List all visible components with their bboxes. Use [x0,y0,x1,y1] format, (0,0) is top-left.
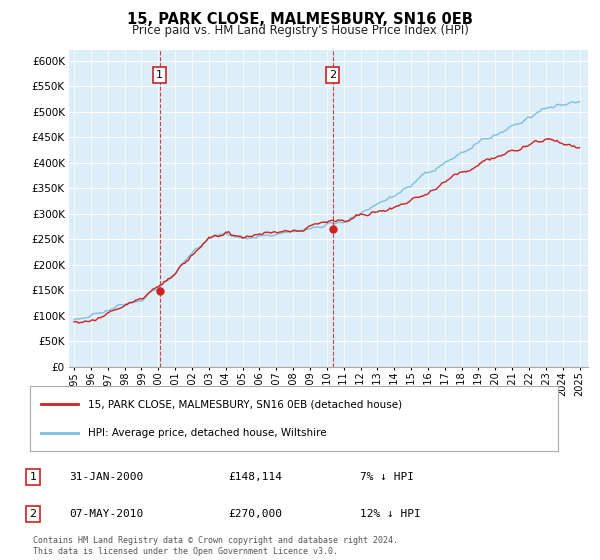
Text: £270,000: £270,000 [228,509,282,519]
Text: 2: 2 [329,70,336,80]
Text: 12% ↓ HPI: 12% ↓ HPI [360,509,421,519]
Text: 31-JAN-2000: 31-JAN-2000 [69,472,143,482]
Text: Contains HM Land Registry data © Crown copyright and database right 2024.
This d: Contains HM Land Registry data © Crown c… [33,536,398,556]
Text: 1: 1 [156,70,163,80]
Text: 7% ↓ HPI: 7% ↓ HPI [360,472,414,482]
Text: 07-MAY-2010: 07-MAY-2010 [69,509,143,519]
Text: Price paid vs. HM Land Registry's House Price Index (HPI): Price paid vs. HM Land Registry's House … [131,24,469,36]
Text: 15, PARK CLOSE, MALMESBURY, SN16 0EB: 15, PARK CLOSE, MALMESBURY, SN16 0EB [127,12,473,27]
Text: 2: 2 [29,509,37,519]
Text: HPI: Average price, detached house, Wiltshire: HPI: Average price, detached house, Wilt… [88,428,327,438]
Text: 15, PARK CLOSE, MALMESBURY, SN16 0EB (detached house): 15, PARK CLOSE, MALMESBURY, SN16 0EB (de… [88,399,402,409]
Text: 1: 1 [29,472,37,482]
Text: £148,114: £148,114 [228,472,282,482]
